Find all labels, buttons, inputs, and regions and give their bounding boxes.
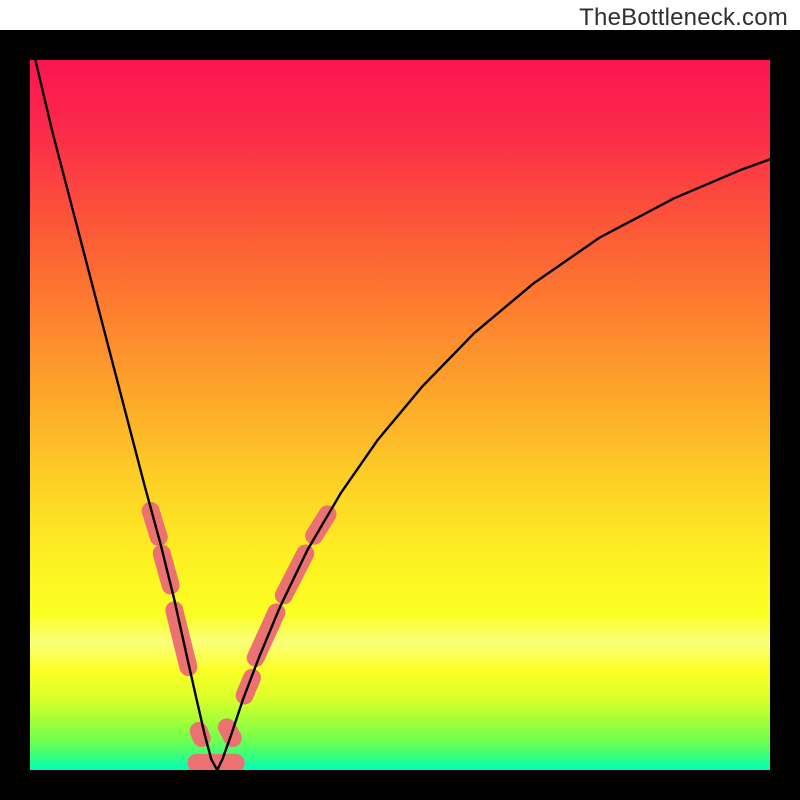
gradient-background — [30, 60, 770, 770]
plot-area — [30, 60, 770, 770]
frame-border-right — [770, 30, 800, 800]
watermark-label: TheBottleneck.com — [579, 4, 788, 32]
frame-border-top — [0, 30, 800, 60]
chart-frame: TheBottleneck.com — [0, 0, 800, 800]
frame-border-left — [0, 30, 30, 800]
frame-border-bottom — [0, 770, 800, 800]
